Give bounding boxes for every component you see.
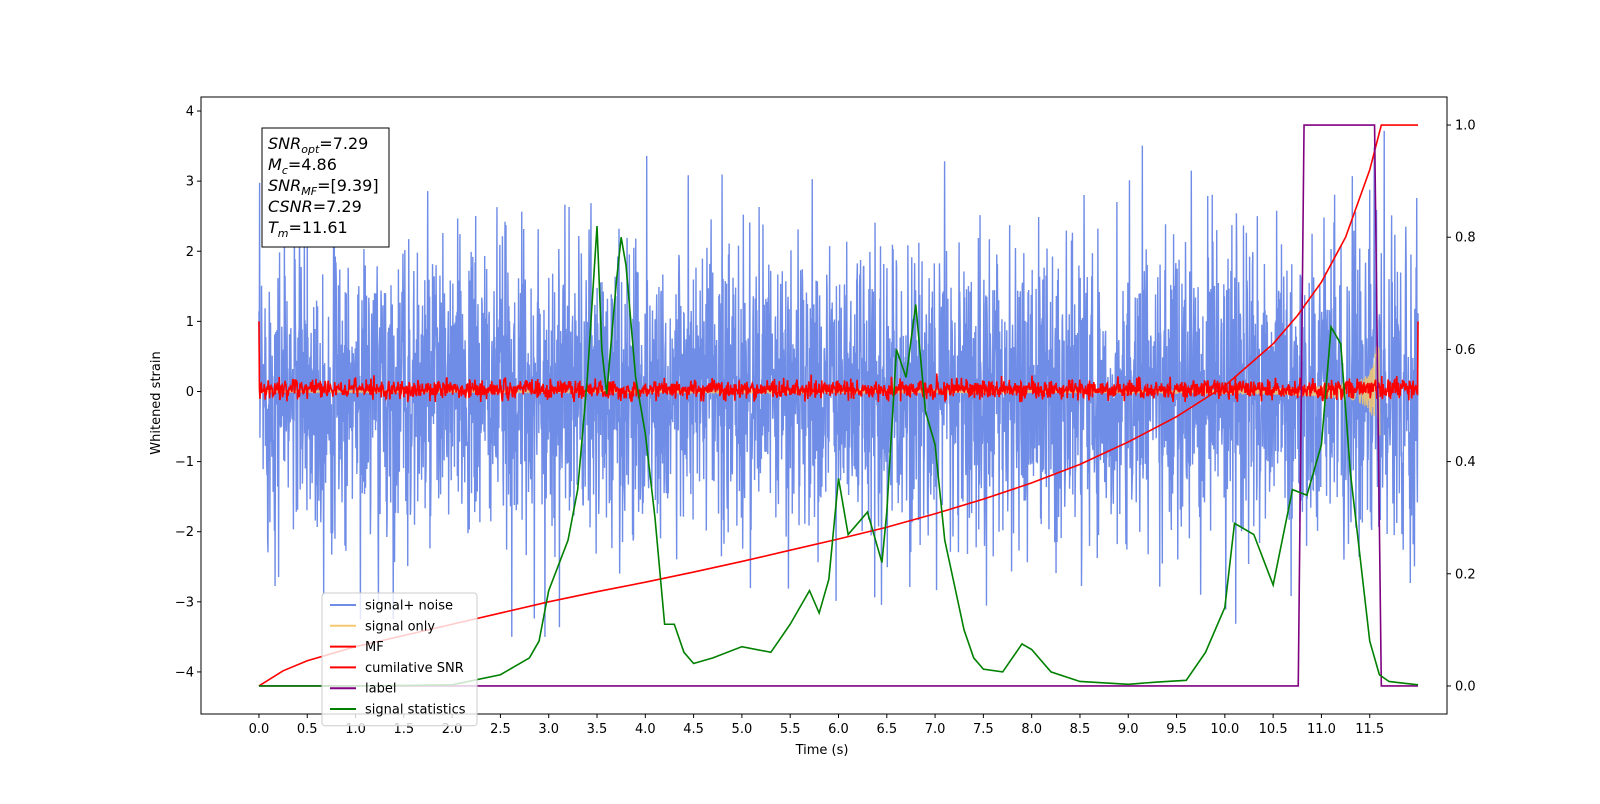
x-tick-label-4-5: 4.5 (683, 722, 704, 737)
y-tick-label-2: 2 (186, 245, 194, 260)
x-tick-label-10-0: 10.0 (1210, 722, 1239, 737)
y2-tick-label-0-0: 0.0 (1455, 679, 1476, 694)
x-tick-label-6-0: 6.0 (828, 722, 849, 737)
legend-label-signal-only: signal only (365, 619, 435, 634)
x-tick-label-0-0: 0.0 (249, 722, 270, 737)
annotation-line-1: SNRopt=7.29 (268, 134, 368, 156)
legend-label-signal-noise: signal+ noise (365, 599, 453, 614)
x-tick-label-7-0: 7.0 (925, 722, 946, 737)
x-tick-label-3-0: 3.0 (538, 722, 559, 737)
x-tick-label-6-5: 6.5 (876, 722, 897, 737)
legend-frame (321, 592, 478, 727)
annotation-line-2: Mc=4.86 (268, 155, 337, 177)
y-tick-label-0: 0 (186, 385, 194, 400)
x-tick-label-7-5: 7.5 (973, 722, 994, 737)
legend-label-label: label (365, 682, 396, 697)
y-tick-label-1: 1 (186, 315, 194, 330)
y-tick-label-4: 4 (186, 105, 194, 120)
x-tick-label-9-5: 9.5 (1166, 722, 1187, 737)
y2-tick-label-0-4: 0.4 (1455, 455, 1476, 470)
axes-frame (200, 96, 1448, 715)
legend-label-cumilative-snr: cumilative SNR (365, 661, 464, 676)
x-tick-label-3-5: 3.5 (587, 722, 608, 737)
legend-label-mf: MF (365, 640, 384, 655)
y2-tick-label-1-0: 1.0 (1455, 119, 1476, 134)
x-tick-label-4-0: 4.0 (635, 722, 656, 737)
x-tick-label-9-0: 9.0 (1118, 722, 1139, 737)
x-tick-label-5-5: 5.5 (780, 722, 801, 737)
annotation-line-4: CSNR=7.29 (268, 197, 362, 216)
series-signal-statistics (258, 225, 1419, 687)
legend: signal+ noise signal only MF cumilative SNR… (321, 592, 478, 727)
y2-tick-label-0-6: 0.6 (1455, 343, 1476, 358)
y-tick-label-1: −1 (175, 455, 194, 470)
x-tick-label-2-5: 2.5 (490, 722, 511, 737)
x-axis-label: Time (s) (795, 743, 849, 758)
annotation-line-5: Tm=11.61 (268, 218, 348, 240)
axes-layer: 0.0 0.5 1.0 1.5 2.0 2.5 3.0 3.5 4.0 4.5 5.0 5.5 6.0 6… (175, 96, 1476, 737)
y-tick-label-4: −4 (175, 665, 194, 680)
x-tick-label-8-0: 8.0 (1021, 722, 1042, 737)
annotation-line-3: SNRMF=[9.39] (268, 176, 379, 198)
y-axis-label: Whitened strain (149, 351, 164, 454)
annotation-frame (261, 127, 390, 248)
y-tick-label-3: −3 (175, 595, 194, 610)
x-tick-label-11-0: 11.0 (1307, 722, 1336, 737)
series-signal-noise (258, 130, 1419, 637)
legend-label-signal-statistics: signal statistics (365, 703, 466, 718)
y2-tick-label-0-8: 0.8 (1455, 231, 1476, 246)
x-tick-label-11-5: 11.5 (1355, 722, 1384, 737)
y-tick-label-2: −2 (175, 525, 194, 540)
x-tick-label-0-5: 0.5 (297, 722, 318, 737)
x-tick-label-8-5: 8.5 (1070, 722, 1091, 737)
x-tick-label-10-5: 10.5 (1259, 722, 1288, 737)
series-label (258, 124, 1419, 687)
y2-tick-label-0-2: 0.2 (1455, 567, 1476, 582)
x-tick-label-5-0: 5.0 (732, 722, 753, 737)
y-tick-label-3: 3 (186, 175, 194, 190)
